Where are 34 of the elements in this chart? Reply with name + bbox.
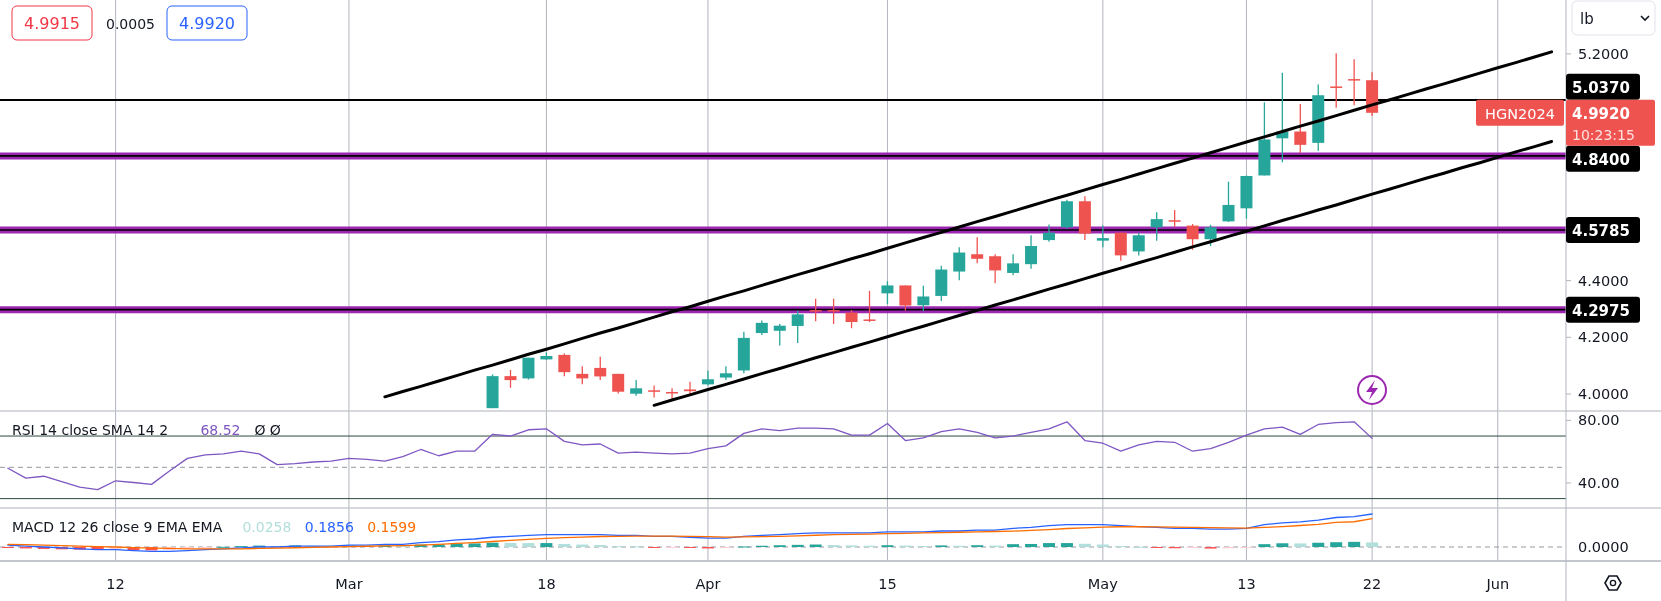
x-tick-label: 13 bbox=[1237, 576, 1256, 592]
chart-title: MACD 12 26 close 9 EMA EMA bbox=[12, 519, 223, 535]
ref-line-label: 4.2975 bbox=[1572, 301, 1630, 320]
x-tick-label: Jun bbox=[1485, 576, 1510, 592]
annotation: 0.1599 bbox=[367, 519, 417, 535]
annotation: 4.9915 bbox=[24, 14, 80, 33]
ref-line-label: 5.0370 bbox=[1572, 78, 1630, 97]
annotation: 4.9920 bbox=[179, 14, 235, 33]
ref-line-label: 4.8400 bbox=[1572, 150, 1630, 169]
y-tick-label: 4.0000 bbox=[1578, 385, 1629, 402]
y-tick-label: 5.2000 bbox=[1578, 45, 1629, 62]
annotation: Ø Ø bbox=[254, 422, 281, 438]
x-tick-label: Mar bbox=[335, 576, 363, 592]
text: RSI 14 close SMA 14 2 bbox=[12, 422, 169, 438]
x-tick-label: May bbox=[1087, 576, 1119, 592]
x-tick-label: 18 bbox=[537, 576, 556, 592]
annotation: 0.1856 bbox=[304, 519, 354, 535]
ref-line-label: 4.5785 bbox=[1572, 222, 1630, 241]
text: 10:23:15 bbox=[1572, 126, 1635, 143]
annotation: 0.0005 bbox=[106, 16, 155, 32]
x-tick-label: 12 bbox=[106, 576, 125, 592]
y-tick-label: 4.4000 bbox=[1578, 272, 1629, 289]
annotation: 68.52 bbox=[200, 422, 241, 438]
x-tick-label: 22 bbox=[1362, 576, 1382, 592]
annotation: 0.0258 bbox=[242, 519, 292, 535]
annotation: HGN2024 bbox=[1485, 105, 1555, 122]
y-tick-label: 80.00 bbox=[1578, 412, 1620, 429]
x-tick-label: 15 bbox=[878, 576, 897, 592]
y-tick-label: 40.00 bbox=[1578, 474, 1620, 491]
y-tick-label: 4.2000 bbox=[1578, 329, 1629, 346]
text: lb bbox=[1580, 10, 1594, 28]
text: 0.0000 bbox=[1578, 539, 1629, 555]
x-tick-label: Apr bbox=[695, 576, 721, 592]
text: 4.9920 bbox=[1572, 104, 1630, 123]
